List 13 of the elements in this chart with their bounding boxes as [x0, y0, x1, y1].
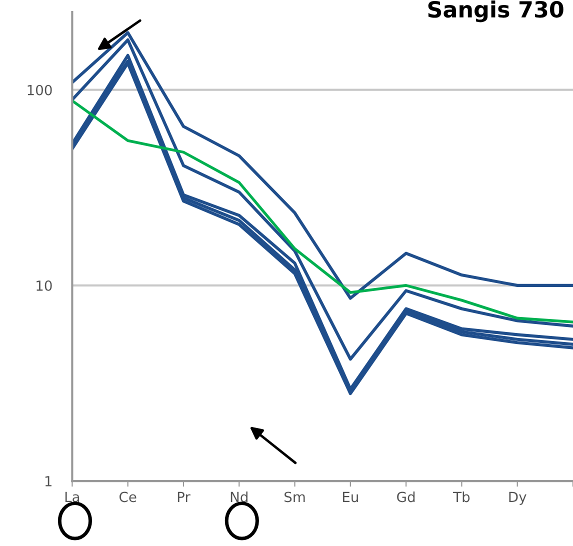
x-tick-label: Gd: [397, 491, 415, 502]
y-tick-label: 1: [45, 476, 52, 486]
x-tick-label: Nd: [230, 491, 248, 502]
x-tick-label: Ce: [120, 492, 136, 502]
x-tick-label: Tb: [453, 491, 470, 502]
x-tick-label: Pr: [178, 492, 190, 502]
x-tick-label: Eu: [342, 492, 358, 502]
x-tick-label: Sm: [284, 492, 305, 502]
x-tick-label: Dy: [509, 492, 526, 505]
y-tick-label: 10: [36, 280, 52, 291]
chart-title: Sangis 730: [428, 0, 564, 22]
y-tick-label: 100: [28, 84, 52, 96]
x-tick-label: La: [65, 492, 80, 502]
